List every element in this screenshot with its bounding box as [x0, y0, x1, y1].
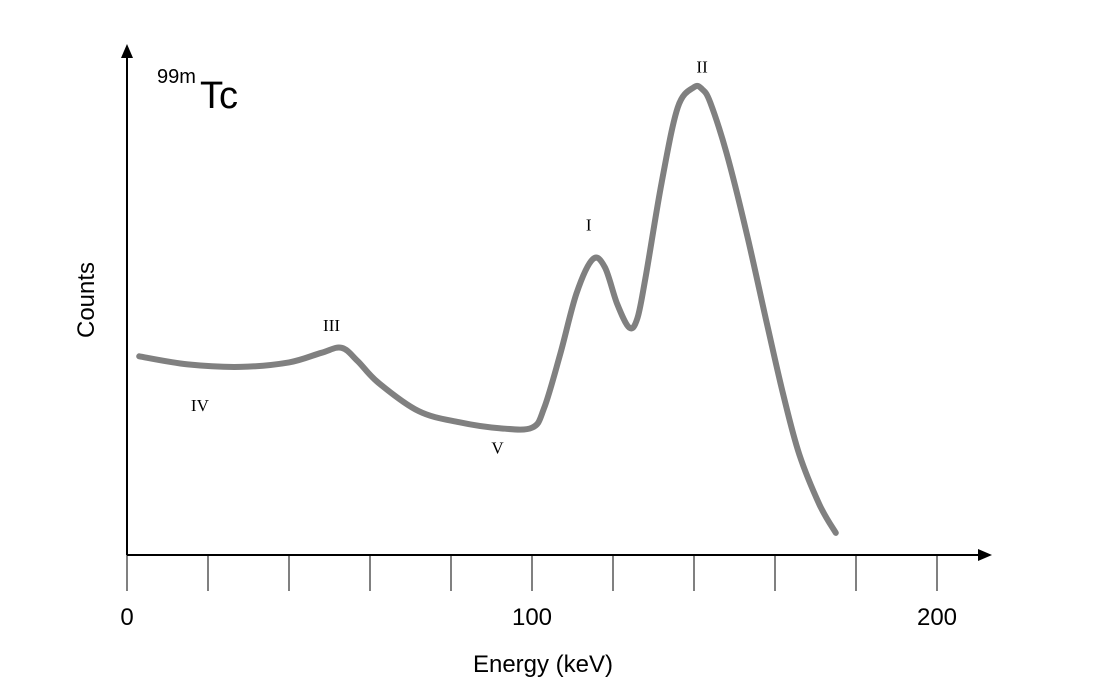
y-axis-arrow	[121, 44, 133, 58]
x-tick-labels: 0 100 200	[120, 604, 957, 631]
x-tick-label-100: 100	[512, 604, 552, 631]
x-ticks	[126, 555, 938, 591]
x-tick-label-200: 200	[917, 604, 957, 631]
y-axis-label: Counts	[73, 262, 100, 338]
region-label-ii: II	[696, 58, 708, 77]
spectrum-line	[136, 82, 839, 536]
region-label-iv: IV	[191, 396, 210, 415]
region-label-iii: III	[323, 316, 340, 335]
isotope-superscript: 99m	[157, 66, 196, 88]
x-axis-label: Energy (keV)	[473, 651, 613, 678]
x-axis-arrow	[978, 549, 992, 561]
region-label-v: V	[491, 438, 504, 457]
isotope-symbol: Tc	[200, 75, 238, 117]
region-label-i: I	[586, 216, 592, 235]
x-tick-label-0: 0	[120, 604, 133, 631]
